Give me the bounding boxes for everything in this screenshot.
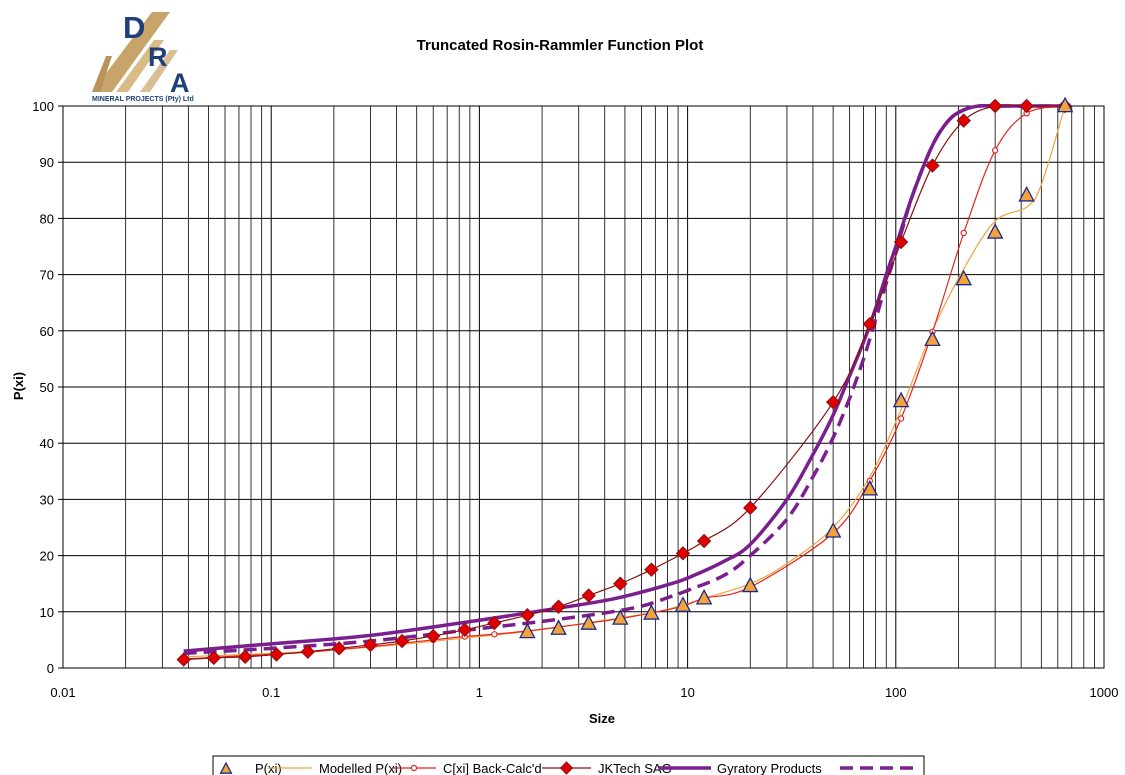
x-tick-label: 100 — [885, 685, 907, 700]
data-point-triangle — [1056, 96, 1074, 113]
data-point-triangle — [741, 576, 759, 593]
data-point-diamond — [551, 599, 566, 614]
data-point-diamond — [893, 234, 909, 250]
x-tick-label: 1000 — [1090, 685, 1119, 700]
data-point-triangle — [550, 619, 567, 635]
logo-caption: MINERAL PROJECTS (Pty) Ltd — [92, 96, 194, 103]
data-point-triangle — [892, 391, 910, 408]
x-tick-label: 10 — [680, 685, 694, 700]
legend-label: JKTech SAG — [598, 761, 672, 775]
x-tick-label: 0.01 — [50, 685, 75, 700]
data-point-triangle — [824, 522, 842, 538]
y-axis-label: P(xi) — [11, 372, 26, 400]
data-point-triangle — [861, 479, 879, 496]
data-point-diamond — [237, 649, 253, 664]
logo-letter-a: A — [170, 68, 190, 98]
data-point-triangle — [519, 622, 536, 639]
legend-entry: JKTech SAG — [542, 761, 672, 775]
data-point-diamond — [457, 622, 472, 637]
data-point-diamond — [176, 652, 191, 667]
data-point-diamond — [743, 500, 758, 516]
series-3 — [176, 98, 1073, 667]
data-point-triangle — [1018, 185, 1035, 202]
y-tick-label: 50 — [40, 380, 54, 395]
data-point-triangle — [612, 609, 629, 625]
data-point-diamond — [300, 644, 316, 659]
y-tick-label: 60 — [40, 324, 54, 339]
x-tick-labels: 0.01 0.1 1 10 100 1000 — [50, 685, 1118, 700]
y-tick-label: 20 — [40, 549, 54, 564]
y-tick-label: 10 — [40, 605, 54, 620]
data-point-diamond — [825, 394, 841, 410]
series-line — [183, 104, 1066, 661]
data-point-triangle — [695, 588, 713, 605]
y-tick-label: 70 — [40, 268, 54, 283]
legend-marker-circle — [410, 764, 418, 772]
legend-label: C[xi] Back-Calc'd — [443, 761, 542, 775]
data-point-diamond — [363, 637, 378, 653]
data-point-circle — [960, 229, 967, 237]
dra-logo: D R A MINERAL PROJECTS (Pty) Ltd — [92, 10, 194, 103]
legend-entry: Gyratory Products — [659, 761, 822, 775]
x-tick-label: 1 — [476, 685, 483, 700]
x-tick-label: 0.1 — [262, 685, 280, 700]
series-layer — [176, 96, 1074, 667]
data-point-triangle — [580, 614, 597, 630]
data-point-diamond — [581, 588, 596, 603]
y-tick-label: 80 — [40, 211, 54, 226]
data-point-diamond — [956, 113, 971, 128]
data-point-diamond — [987, 98, 1003, 114]
data-point-circle — [897, 415, 905, 422]
x-axis-label: Size — [589, 711, 615, 726]
legend-marker-triangle — [219, 761, 233, 774]
data-point-triangle — [924, 330, 941, 347]
data-point-diamond — [696, 533, 712, 549]
series-0 — [519, 96, 1074, 639]
data-point-diamond — [644, 562, 659, 577]
data-point-circle — [991, 147, 999, 154]
data-point-diamond — [206, 650, 222, 666]
series-line — [183, 103, 1066, 656]
data-point-diamond — [1019, 98, 1034, 114]
data-point-diamond — [426, 628, 441, 644]
grid — [58, 105, 1105, 669]
y-tick-label: 30 — [40, 492, 54, 507]
data-point-triangle — [955, 269, 973, 286]
legend-entry: C[xi] Back-Calc'd — [392, 761, 542, 775]
logo-gold-mark — [92, 12, 178, 92]
logo-letter-r: R — [148, 42, 168, 72]
data-point-diamond — [331, 641, 347, 656]
data-point-diamond — [487, 615, 502, 631]
data-point-diamond — [613, 576, 628, 591]
data-point-diamond — [862, 316, 877, 332]
data-point-triangle — [674, 596, 692, 612]
legend-marker-diamond — [559, 761, 574, 775]
chart-title: Truncated Rosin-Rammler Function Plot — [417, 37, 704, 54]
data-point-diamond — [394, 633, 410, 649]
legend-label: Gyratory Products — [717, 761, 822, 775]
y-tick-labels: 0 10 20 30 40 50 60 70 80 90 100 — [32, 99, 54, 676]
data-point-diamond — [520, 607, 535, 623]
y-tick-label: 100 — [32, 99, 54, 114]
data-point-diamond — [269, 647, 284, 662]
legend-entry: Modelled P(xi) — [268, 761, 402, 775]
data-point-diamond — [925, 158, 940, 173]
data-point-triangle — [986, 223, 1004, 239]
y-tick-label: 0 — [47, 661, 54, 676]
series-5 — [183, 103, 1066, 656]
data-point-circle — [491, 631, 498, 638]
legend-label: Modelled P(xi) — [319, 761, 402, 775]
logo-letter-d: D — [123, 10, 145, 45]
data-point-diamond — [675, 546, 691, 561]
y-tick-label: 90 — [40, 155, 54, 170]
legend: P(xi) Modelled P(xi) C[xi] Back-Calc'd JKTe… — [212, 755, 925, 775]
y-tick-label: 40 — [40, 436, 54, 451]
data-point-triangle — [643, 604, 660, 620]
